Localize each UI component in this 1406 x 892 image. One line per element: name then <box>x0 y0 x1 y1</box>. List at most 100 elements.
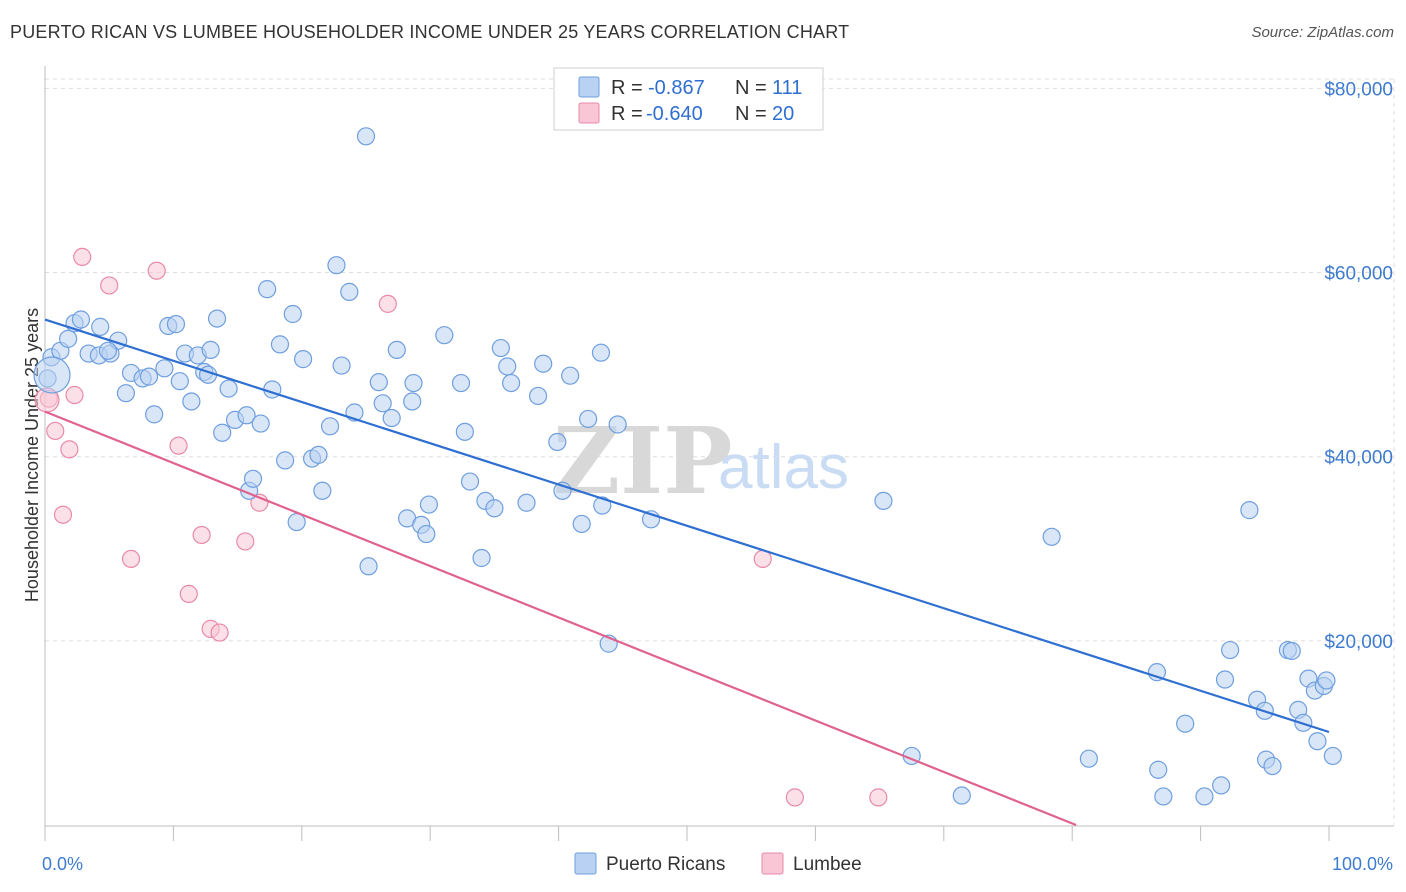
puerto-rican-point-46 <box>332 356 351 375</box>
puerto-rican-point-62 <box>451 373 471 393</box>
legend-swatch-puerto-ricans <box>578 76 600 98</box>
puerto-rican-point-32 <box>243 469 263 488</box>
x-tick-label-1: 100.0% <box>1332 854 1393 874</box>
puerto-rican-point-73 <box>534 354 553 373</box>
lumbee-point-16 <box>378 294 397 313</box>
puerto-rican-point-69 <box>498 357 517 376</box>
puerto-rican-point-74 <box>548 432 567 452</box>
legend-r-value-1: -0.640 <box>646 103 703 125</box>
y-tick-label-0: $20,000 <box>1324 632 1393 653</box>
y-tick-label-3: $80,000 <box>1324 79 1393 100</box>
puerto-rican-point-56 <box>403 392 422 411</box>
legend-swatch-lumbee <box>578 102 600 124</box>
puerto-rican-point-103 <box>1282 641 1301 661</box>
puerto-rican-point-67 <box>485 499 504 518</box>
puerto-rican-point-5 <box>71 310 91 329</box>
puerto-rican-point-96 <box>1221 640 1240 660</box>
y-tick-label-2: $60,000 <box>1324 264 1393 285</box>
source-label: Source: ZipAtlas.com <box>1251 24 1394 41</box>
axes <box>44 66 1394 841</box>
puerto-rican-point-30 <box>237 406 256 425</box>
puerto-rican-point-80 <box>593 496 612 515</box>
bottom-legend-label-puerto-ricans: Puerto Ricans <box>606 854 725 875</box>
puerto-rican-point-78 <box>579 409 598 429</box>
watermark-zip: ZIP <box>553 407 732 515</box>
puerto-rican-point-70 <box>501 373 521 393</box>
puerto-rican-point-54 <box>387 340 406 360</box>
bottom-legend-label-lumbee: Lumbee <box>793 854 862 875</box>
puerto-rican-point-21 <box>182 392 201 411</box>
puerto-rican-point-16 <box>155 359 174 378</box>
chart-title: PUERTO RICAN VS LUMBEE HOUSEHOLDER INCOM… <box>10 22 850 42</box>
puerto-rican-point-26 <box>207 309 227 328</box>
puerto-rican-point-95 <box>1215 670 1235 689</box>
puerto-rican-point-49 <box>356 127 376 146</box>
legend-r-label-1: R = <box>611 103 643 125</box>
puerto-rican-point-53 <box>382 408 401 428</box>
legend-n-label-0: N = <box>735 77 767 99</box>
lumbee-point-5 <box>73 247 92 267</box>
puerto-rican-point-64 <box>460 472 480 491</box>
series-legend: Puerto Ricans Lumbee <box>574 852 862 875</box>
puerto-rican-point-14 <box>139 367 159 386</box>
puerto-rican-point-108 <box>1308 732 1327 751</box>
puerto-rican-point-45 <box>327 256 346 275</box>
x-tick-labels: 0.0% 100.0% <box>42 854 1393 874</box>
puerto-rican-points <box>33 127 1342 806</box>
lumbee-points <box>34 247 888 807</box>
trend-lines <box>44 318 1330 827</box>
lumbee-point-3 <box>60 440 79 459</box>
puerto-rican-point-68 <box>491 338 510 358</box>
lumbee-point-19 <box>869 788 888 807</box>
watermark: ZIP atlas <box>553 407 849 515</box>
puerto-rican-point-63 <box>455 422 474 441</box>
x-axis-ticks <box>44 826 1330 841</box>
puerto-rican-point-77 <box>572 514 591 534</box>
y-axis-label: Householder Income Under 25 years <box>22 308 42 602</box>
puerto-rican-point-50 <box>359 557 378 576</box>
puerto-rican-point-15 <box>145 405 164 424</box>
lumbee-point-11 <box>192 525 211 545</box>
puerto-rican-point-92 <box>1176 714 1195 733</box>
puerto-rican-point-43 <box>313 481 332 500</box>
puerto-rican-point-28 <box>219 379 238 398</box>
lumbee-point-18 <box>785 788 804 807</box>
puerto-rican-point-34 <box>258 280 277 299</box>
puerto-rican-point-79 <box>591 343 611 362</box>
puerto-rican-point-84 <box>874 491 893 511</box>
puerto-rican-point-47 <box>340 282 359 301</box>
puerto-rican-point-86 <box>952 786 971 805</box>
watermark-atlas: atlas <box>718 433 849 502</box>
puerto-rican-point-25 <box>201 340 220 360</box>
lumbee-point-14 <box>236 532 255 551</box>
puerto-rican-point-52 <box>373 394 392 413</box>
lumbee-point-2 <box>53 505 73 524</box>
puerto-rican-point-65 <box>472 548 491 568</box>
puerto-rican-point-51 <box>369 373 388 392</box>
correlation-legend: R = -0.867 N = 111 R = -0.640 N = 20 <box>553 67 824 131</box>
puerto-rican-point-87 <box>1042 527 1061 546</box>
puerto-rican-point-110 <box>1317 671 1336 690</box>
puerto-rican-trend-line <box>44 318 1330 734</box>
lumbee-point-6 <box>100 276 119 295</box>
lumbee-point-1 <box>46 421 65 441</box>
bottom-legend-swatch-lumbee <box>761 852 784 875</box>
puerto-rican-point-76 <box>561 366 580 385</box>
puerto-rican-point-39 <box>287 512 306 532</box>
puerto-rican-point-3 <box>59 329 78 348</box>
puerto-rican-point-72 <box>528 386 548 406</box>
lumbee-trend-line <box>44 410 1077 827</box>
puerto-rican-point-101 <box>1263 756 1282 776</box>
lumbee-point-7 <box>121 549 141 569</box>
lumbee-point-8 <box>147 261 166 280</box>
puerto-rican-point-61 <box>435 326 454 345</box>
puerto-rican-point-111 <box>1323 746 1342 766</box>
puerto-rican-point-90 <box>1149 760 1168 779</box>
x-tick-label-0: 0.0% <box>42 854 83 874</box>
legend-r-label-0: R = <box>611 77 643 99</box>
puerto-rican-point-38 <box>283 304 302 324</box>
puerto-rican-point-33 <box>251 414 270 433</box>
lumbee-point-4 <box>65 385 84 405</box>
puerto-rican-point-19 <box>170 372 189 391</box>
